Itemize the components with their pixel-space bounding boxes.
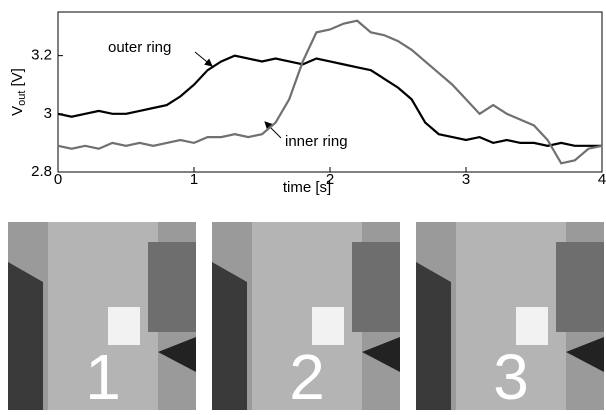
photo-counter — [212, 262, 247, 410]
photo-counter — [416, 262, 451, 410]
photo-table — [516, 307, 548, 345]
panel-number: 3 — [493, 341, 529, 410]
photo-desk — [352, 242, 400, 332]
photo-desk — [148, 242, 196, 332]
y-label: Vout [V] — [9, 68, 28, 116]
x-label: time [s] — [283, 179, 331, 196]
y-tick-label: 3 — [44, 105, 52, 122]
annotation: inner ring — [285, 133, 348, 150]
photo-panels: 1 2 3 — [8, 222, 604, 410]
y-label-sub: out — [16, 91, 28, 106]
x-tick-label: 0 — [54, 171, 62, 188]
x-tick-label: 3 — [462, 171, 470, 188]
photo-desk — [556, 242, 604, 332]
y-label-unit: [V] — [9, 68, 26, 86]
photo-table — [108, 307, 140, 345]
panel-number: 2 — [289, 341, 325, 410]
x-tick-label: 1 — [190, 171, 198, 188]
panel-number: 1 — [85, 341, 121, 410]
annotation-arrow — [195, 52, 212, 66]
y-tick-label: 2.8 — [31, 163, 52, 180]
y-tick-label: 3.2 — [31, 47, 52, 64]
y-label-main: V — [9, 106, 26, 116]
photo-counter — [8, 262, 43, 410]
photo-table — [312, 307, 344, 345]
figure: time [s] Vout [V] outer ring inner ring 1… — [0, 0, 606, 410]
annotation: outer ring — [108, 39, 171, 56]
x-tick-label: 4 — [598, 171, 606, 188]
x-tick-label: 2 — [326, 171, 334, 188]
